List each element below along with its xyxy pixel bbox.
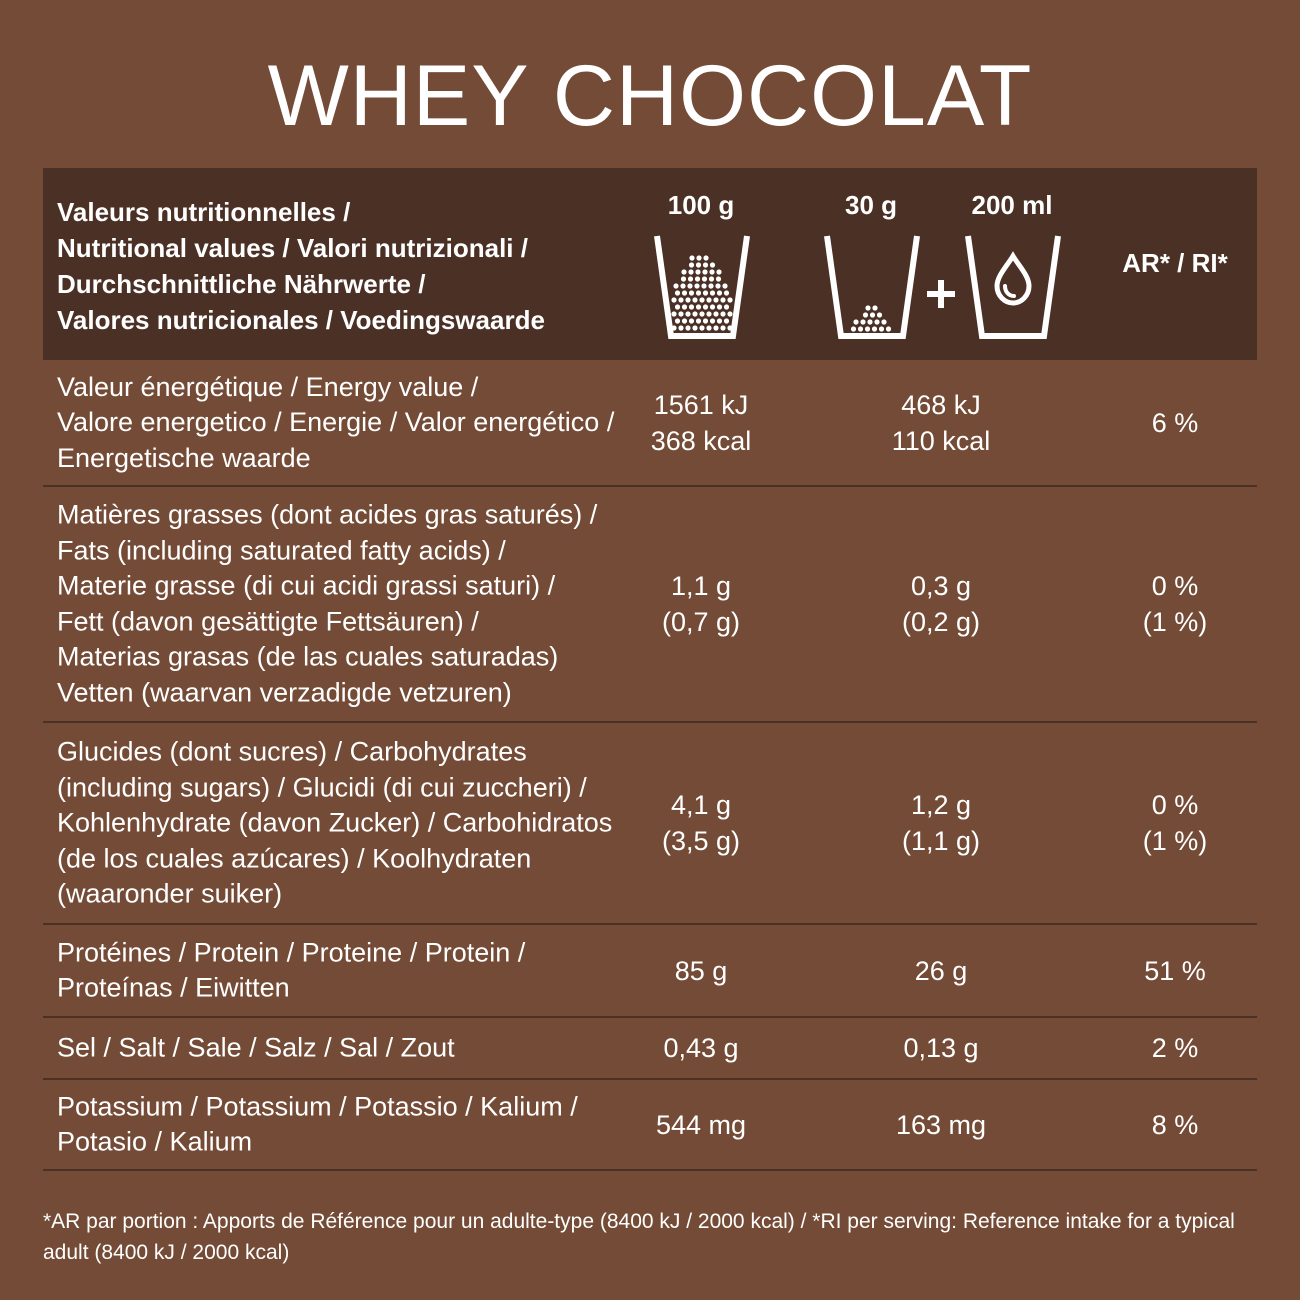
row-label-line: Potasio / Kalium — [57, 1126, 253, 1157]
row-label-line: Materias grasas (de las cuales saturadas… — [57, 641, 559, 672]
value-line: 8 % — [1151, 1109, 1199, 1140]
row-label-line: (de los cuales azúcares) / Koolhydraten — [57, 842, 532, 873]
row-label-line: Energetische waarde — [57, 442, 311, 473]
value-line: 110 kcal — [891, 425, 991, 456]
header-label-line: Valores nutricionales / Voedingswaarde — [57, 305, 545, 335]
table-row-fats: Matières grasses (dont acides gras satur… — [43, 487, 1257, 723]
row-label-line: Matières grasses (dont acides gras satur… — [57, 499, 598, 530]
row-label-line: Materie grasse (di cui acidi grassi satu… — [57, 570, 556, 601]
value-per-100g: 544 mg — [611, 1107, 791, 1143]
value-line: (1,1 g) — [901, 826, 981, 856]
value-ri: 6 % — [1100, 405, 1250, 441]
value-per-100g: 1561 kJ 368 kcal — [611, 387, 791, 459]
value-per-serving: 26 g — [851, 953, 1031, 989]
value-line: 0,3 g — [910, 571, 972, 601]
header-label: Valeurs nutritionnelles / Nutritional va… — [57, 194, 545, 338]
value-per-serving: 163 mg — [851, 1107, 1031, 1143]
value-per-serving: 0,13 g — [851, 1030, 1031, 1066]
value-line: 544 mg — [655, 1109, 747, 1140]
row-label-line: Glucides (dont sucres) / Carbohydrates — [57, 736, 527, 767]
value-line: (0,7 g) — [661, 607, 741, 637]
row-label: Matières grasses (dont acides gras satur… — [57, 498, 597, 711]
value-line: 1,2 g — [910, 790, 972, 820]
row-label-line: Kohlenhydrate (davon Zucker) / Carbohidr… — [57, 807, 613, 838]
row-label-line: Valeur énergétique / Energy value / — [57, 371, 479, 402]
header-label-line: Durchschnittliche Nährwerte / — [57, 269, 426, 299]
value-line: (1 %) — [1142, 826, 1208, 856]
value-line: 0 % — [1151, 790, 1199, 820]
value-line: 2 % — [1151, 1033, 1199, 1063]
row-label: Glucides (dont sucres) / Carbohydrates (… — [57, 734, 612, 912]
value-line: 468 kJ — [901, 389, 981, 420]
nutrition-table: Valeurs nutritionnelles / Nutritional va… — [43, 168, 1257, 1171]
column-header-100g: 100 g — [667, 190, 735, 220]
row-label-line: Sel / Salt / Sale / Salz / Sal / Zout — [57, 1032, 455, 1063]
value-line: 0,43 g — [663, 1033, 739, 1063]
row-label: Protéines / Protein / Proteine / Protein… — [57, 935, 525, 1006]
row-label: Sel / Salt / Sale / Salz / Sal / Zout — [57, 1030, 455, 1066]
value-line: 368 kcal — [650, 425, 752, 456]
row-label-line: Fett (davon gesättigte Fettsäuren) / — [57, 606, 479, 636]
product-title: WHEY CHOCOLAT — [267, 48, 1033, 144]
value-line: 26 g — [914, 955, 968, 986]
row-label-line: (waaronder suiker) — [57, 878, 283, 909]
row-label-line: Proteínas / Eiwitten — [57, 972, 290, 1003]
plus-icon — [927, 280, 955, 308]
value-line: 4,1 g — [670, 790, 732, 820]
value-line: (1 %) — [1142, 607, 1208, 637]
value-ri: 0 % (1 %) — [1100, 568, 1250, 640]
table-row-proteins: Protéines / Protein / Proteine / Protein… — [43, 925, 1257, 1018]
value-per-serving: 0,3 g (0,2 g) — [851, 568, 1031, 640]
row-label-line: Protéines / Protein / Proteine / Protein… — [57, 937, 526, 967]
value-per-100g: 85 g — [611, 953, 791, 989]
water-glass-icon — [965, 235, 1061, 339]
row-label-line: Valore energetico / Energie / Valor ener… — [57, 406, 615, 437]
value-line: 1,1 g — [670, 571, 732, 601]
value-ri: 2 % — [1100, 1030, 1250, 1066]
footnote: *AR par portion : Apports de Référence p… — [43, 1210, 1235, 1264]
value-per-100g: 4,1 g (3,5 g) — [611, 787, 791, 859]
header-label-line: Valeurs nutritionnelles / — [57, 197, 351, 227]
row-label-line: Vetten (waarvan verzadigde vetzuren) — [57, 677, 512, 707]
value-line: (3,5 g) — [661, 826, 741, 856]
value-line: (0,2 g) — [901, 607, 981, 637]
value-per-serving: 1,2 g (1,1 g) — [851, 787, 1031, 859]
table-row-potassium: Potassium / Potassium / Potassio / Kaliu… — [43, 1080, 1257, 1171]
value-line: 6 % — [1151, 407, 1199, 438]
value-per-100g: 1,1 g (0,7 g) — [611, 568, 791, 640]
value-line: 51 % — [1144, 955, 1206, 986]
table-row-carbohydrates: Glucides (dont sucres) / Carbohydrates (… — [43, 723, 1257, 925]
row-label-line: Potassium / Potassium / Potassio / Kaliu… — [57, 1091, 578, 1121]
row-label-line: (including sugars) / Glucidi (di cui zuc… — [57, 771, 587, 802]
column-header-ri: AR* / RI* — [1122, 248, 1228, 278]
value-per-100g: 0,43 g — [611, 1030, 791, 1066]
value-line: 85 g — [674, 955, 728, 986]
powder-glass-low-icon — [824, 235, 920, 339]
column-header-200ml: 200 ml — [971, 190, 1053, 220]
value-line: 0,13 g — [903, 1033, 979, 1063]
value-line: 1561 kJ — [653, 389, 749, 420]
value-line: 163 mg — [895, 1109, 987, 1140]
table-header: Valeurs nutritionnelles / Nutritional va… — [43, 168, 1257, 360]
row-label: Potassium / Potassium / Potassio / Kaliu… — [57, 1089, 578, 1160]
value-line: 0 % — [1151, 571, 1199, 601]
table-row-energy: Valeur énergétique / Energy value / Valo… — [43, 360, 1257, 487]
value-ri: 0 % (1 %) — [1100, 787, 1250, 859]
value-per-serving: 468 kJ 110 kcal — [851, 387, 1031, 459]
table-row-salt: Sel / Salt / Sale / Salz / Sal / Zout 0,… — [43, 1018, 1257, 1080]
header-label-line: Nutritional values / Valori nutrizionali… — [57, 233, 528, 263]
value-ri: 51 % — [1100, 953, 1250, 989]
powder-glass-full-icon — [654, 235, 750, 339]
row-label: Valeur énergétique / Energy value / Valo… — [57, 369, 614, 476]
value-ri: 8 % — [1100, 1107, 1250, 1143]
row-label-line: Fats (including saturated fatty acids) / — [57, 535, 506, 565]
column-header-30g: 30 g — [844, 190, 898, 220]
